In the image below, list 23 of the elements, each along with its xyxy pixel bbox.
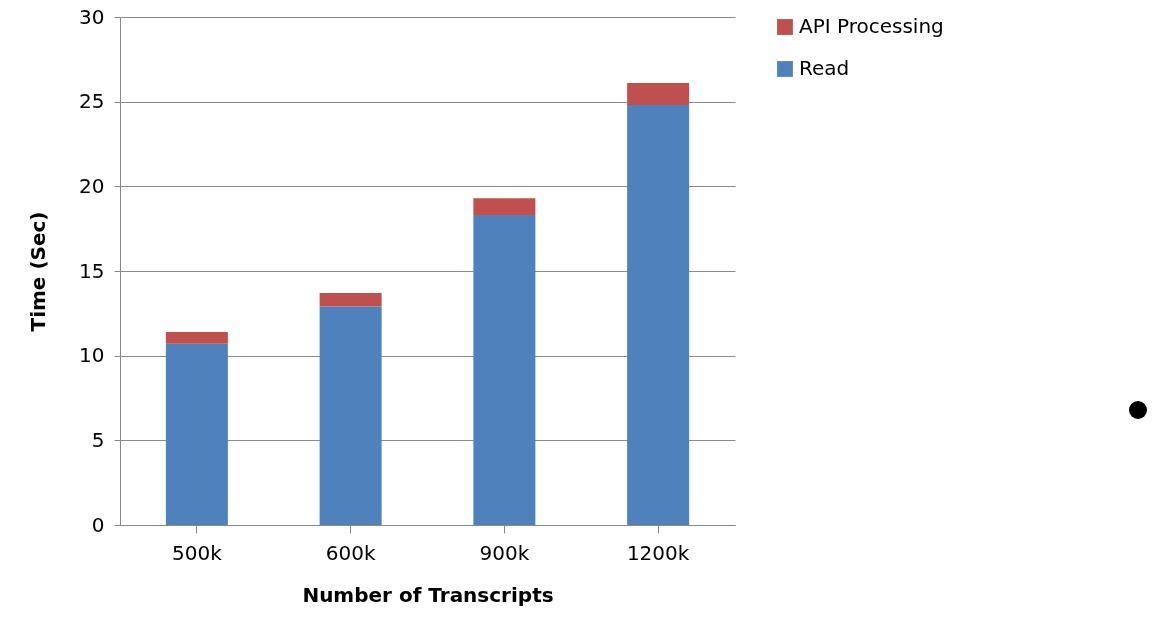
legend-label: API Processing: [799, 14, 944, 38]
y-tick-label: 25: [79, 89, 105, 114]
bar: [319, 293, 382, 307]
legend-label: Read: [799, 56, 850, 80]
bar: [627, 83, 690, 106]
x-axis-title: Number of Transcripts: [302, 582, 554, 607]
bar: [627, 105, 690, 525]
y-tick-label: 30: [79, 4, 105, 29]
bar: [165, 331, 228, 344]
y-tick-label: 5: [91, 427, 105, 452]
x-tick-label: 600k: [325, 540, 376, 565]
x-tick-label: 900k: [479, 540, 530, 565]
y-tick-label: 10: [79, 343, 105, 368]
x-tick-label: 1200k: [626, 540, 690, 565]
bar: [473, 198, 536, 216]
y-tick-label: 20: [79, 173, 105, 198]
x-tick-label: 500k: [171, 540, 223, 565]
bar: [473, 215, 536, 525]
y-tick-label: 0: [91, 512, 105, 537]
bar: [319, 306, 382, 525]
bar: [165, 343, 228, 525]
y-axis-title: Time (Sec): [26, 211, 51, 332]
y-tick-label: 15: [79, 258, 105, 283]
